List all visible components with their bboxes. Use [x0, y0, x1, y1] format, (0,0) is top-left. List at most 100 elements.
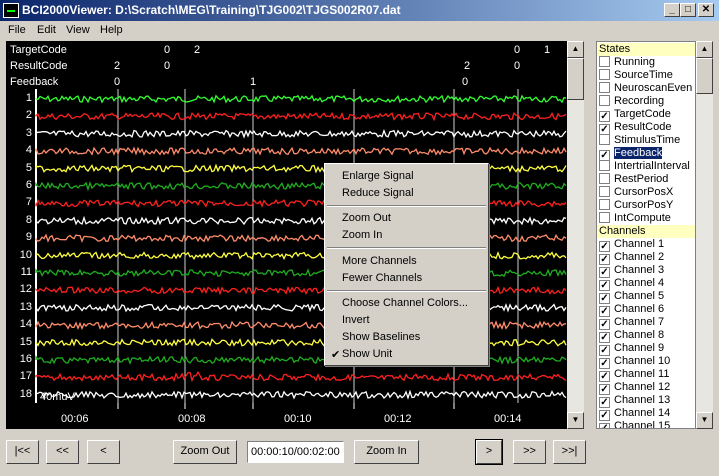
menu-more-channels[interactable]: More Channels [342, 255, 417, 267]
channel-label: 11 [20, 266, 32, 278]
state-list-item[interactable]: ✓ ResultCode [599, 121, 695, 135]
minimize-button[interactable]: _ [664, 3, 680, 17]
channel-list-item[interactable]: ✓ Channel 1 [599, 238, 695, 252]
menu-zoom-out[interactable]: Zoom Out [342, 212, 391, 224]
checkbox[interactable] [599, 69, 610, 80]
last-button[interactable]: >>| [553, 440, 586, 464]
menu-fewer-channels[interactable]: Fewer Channels [342, 272, 423, 284]
checkbox[interactable]: ✓ [599, 384, 610, 395]
checkbox[interactable]: ✓ [599, 397, 610, 408]
scroll-down-arrow-icon[interactable]: ▼ [567, 412, 584, 429]
state-list-item[interactable]: ✓ TargetCode [599, 108, 695, 122]
state-list-item[interactable]: RestPeriod [599, 173, 695, 186]
checkbox[interactable] [599, 56, 610, 67]
channel-list-item[interactable]: ✓ Channel 6 [599, 303, 695, 317]
checkbox[interactable] [599, 186, 610, 197]
checkbox[interactable]: ✓ [599, 423, 610, 428]
list-scroll-up-arrow-icon[interactable]: ▲ [696, 41, 713, 58]
channel-list-item[interactable]: ✓ Channel 10 [599, 355, 695, 369]
state-list-item[interactable]: Recording [599, 95, 695, 108]
menu-view[interactable]: View [66, 24, 90, 36]
state-list-item[interactable]: IntertrialInterval [599, 160, 695, 173]
checkbox[interactable]: ✓ [599, 293, 610, 304]
checkbox[interactable]: ✓ [599, 280, 610, 291]
plot-scrollbar[interactable]: ▲ ▼ [567, 41, 584, 429]
channel-list-item[interactable]: ✓ Channel 3 [599, 264, 695, 278]
menu-zoom-in[interactable]: Zoom In [342, 229, 383, 241]
checkbox[interactable] [599, 212, 610, 223]
channel-list-item[interactable]: ✓ Channel 11 [599, 368, 695, 382]
checkbox[interactable]: ✓ [599, 358, 610, 369]
scroll-thumb[interactable] [567, 58, 584, 100]
state-list-item[interactable]: SourceTime [599, 69, 695, 82]
scale-label: 40muV [40, 391, 75, 403]
scroll-up-arrow-icon[interactable]: ▲ [567, 41, 584, 58]
title-bar[interactable]: BCI2000Viewer: D:\Scratch\MEG\Training\T… [0, 0, 719, 21]
checkbox[interactable] [599, 160, 610, 171]
window-title: BCI2000Viewer: D:\Scratch\MEG\Training\T… [22, 3, 401, 17]
checkbox[interactable] [599, 199, 610, 210]
menu-invert[interactable]: Invert [342, 314, 370, 326]
state-list-item[interactable]: NeuroscanEven [599, 82, 695, 95]
channel-list-item[interactable]: ✓ Channel 14 [599, 407, 695, 421]
checkbox[interactable] [599, 95, 610, 106]
checkbox[interactable] [599, 82, 610, 93]
state-value: 2 [464, 60, 471, 72]
state-list-item[interactable]: IntCompute [599, 212, 695, 225]
forward-button[interactable]: > [475, 439, 503, 465]
checkbox[interactable]: ✓ [599, 254, 610, 265]
list-scroll-down-arrow-icon[interactable]: ▼ [696, 412, 713, 429]
checkbox[interactable]: ✓ [599, 306, 610, 317]
close-button[interactable]: ✕ [698, 3, 714, 17]
checkbox[interactable]: ✓ [599, 267, 610, 278]
menu-edit[interactable]: Edit [37, 24, 56, 36]
channel-list-item[interactable]: ✓ Channel 15 [599, 420, 695, 428]
channel-list-item[interactable]: ✓ Channel 13 [599, 394, 695, 408]
menu-file[interactable]: File [8, 24, 26, 36]
channel-label: 3 [25, 126, 32, 139]
channel-list-item[interactable]: ✓ Channel 12 [599, 381, 695, 395]
fast-back-button[interactable]: << [46, 440, 79, 464]
list-scrollbar[interactable]: ▲ ▼ [696, 41, 713, 429]
checkbox[interactable]: ✓ [599, 332, 610, 343]
list-item-label: Recording [614, 95, 665, 107]
checkbox[interactable]: ✓ [599, 410, 610, 421]
signal-list[interactable]: States Running SourceTime NeuroscanEven Reco… [596, 41, 696, 429]
state-list-item[interactable]: Running [599, 56, 695, 69]
channel-list-item[interactable]: ✓ Channel 5 [599, 290, 695, 304]
channel-list-item[interactable]: ✓ Channel 8 [599, 329, 695, 343]
time-field[interactable]: 00:00:10/00:02:00 [247, 441, 344, 463]
state-list-item[interactable]: CursorPosY [599, 199, 695, 212]
menu-help[interactable]: Help [100, 24, 123, 36]
time-tick-label: 00:06 [61, 413, 89, 425]
context-menu: Enlarge Signal Reduce Signal Zoom Out Zo… [324, 163, 489, 366]
checkbox[interactable]: ✓ [599, 319, 610, 330]
channel-list-item[interactable]: ✓ Channel 7 [599, 316, 695, 330]
list-item-label: Running [614, 56, 655, 68]
menu-enlarge-signal[interactable]: Enlarge Signal [342, 170, 414, 182]
checkbox[interactable]: ✓ [599, 345, 610, 356]
list-scroll-thumb[interactable] [696, 58, 713, 94]
menu-show-unit[interactable]: Show Unit [342, 348, 393, 360]
zoom-out-button[interactable]: Zoom Out [173, 440, 237, 464]
menu-choose-channel-colors[interactable]: Choose Channel Colors... [342, 297, 468, 309]
checkbox[interactable]: ✓ [599, 371, 610, 382]
checkbox[interactable]: ✓ [599, 111, 610, 122]
channel-list-item[interactable]: ✓ Channel 2 [599, 251, 695, 265]
menu-reduce-signal[interactable]: Reduce Signal [342, 187, 414, 199]
channel-list-item[interactable]: ✓ Channel 4 [599, 277, 695, 291]
checkbox[interactable]: ✓ [599, 241, 610, 252]
channel-list-item[interactable]: ✓ Channel 9 [599, 342, 695, 356]
menu-show-baselines[interactable]: Show Baselines [342, 331, 421, 343]
checkbox[interactable] [599, 134, 610, 145]
signal-trace [35, 94, 567, 104]
zoom-in-button[interactable]: Zoom In [354, 440, 419, 464]
back-button[interactable]: < [87, 440, 120, 464]
first-button[interactable]: |<< [6, 440, 39, 464]
state-list-item[interactable]: ✓ Feedback [599, 147, 695, 161]
state-list-item[interactable]: CursorPosX [599, 186, 695, 199]
checkbox[interactable] [599, 173, 610, 184]
fast-forward-button[interactable]: >> [513, 440, 546, 464]
state-list-item[interactable]: StimulusTime [599, 134, 695, 147]
maximize-button[interactable]: □ [680, 3, 696, 17]
